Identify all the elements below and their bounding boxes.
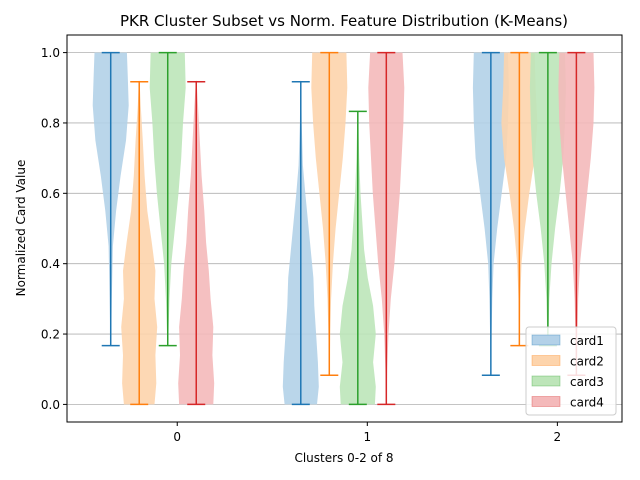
legend-swatch — [531, 355, 561, 366]
y-tick-label: 0.6 — [41, 187, 60, 201]
x-tick-label: 1 — [363, 430, 371, 444]
y-tick-label: 0.8 — [41, 116, 60, 130]
legend-swatch — [531, 334, 561, 346]
legend-label: card1 — [570, 334, 604, 348]
legend-swatch — [531, 396, 561, 407]
x-tick-label: 2 — [554, 430, 562, 444]
x-axis-label: Clusters 0-2 of 8 — [294, 451, 393, 465]
legend: card1 card2 card3 card4 — [525, 326, 617, 416]
y-tick-label: 0.0 — [41, 398, 60, 412]
x-axis-ticks: 0 1 2 — [173, 422, 561, 444]
legend-label: card2 — [570, 355, 604, 369]
legend-swatch — [531, 375, 561, 387]
y-axis-label: Normalized Card Value — [14, 160, 28, 297]
x-tick-label: 0 — [173, 430, 181, 444]
legend-label: card4 — [570, 396, 604, 410]
violin-layer — [92, 51, 595, 406]
y-tick-label: 0.4 — [41, 257, 60, 271]
y-tick-label: 0.2 — [41, 328, 60, 342]
y-tick-label: 1.0 — [41, 46, 60, 60]
axes — [66, 34, 623, 423]
plot-frame — [66, 34, 623, 423]
y-axis-ticks: 0.0 0.2 0.4 0.6 0.8 1.0 — [41, 46, 67, 412]
legend-label: card3 — [570, 375, 604, 389]
chart-title: PKR Cluster Subset vs Norm. Feature Dist… — [120, 12, 568, 30]
legend-box — [525, 326, 617, 416]
